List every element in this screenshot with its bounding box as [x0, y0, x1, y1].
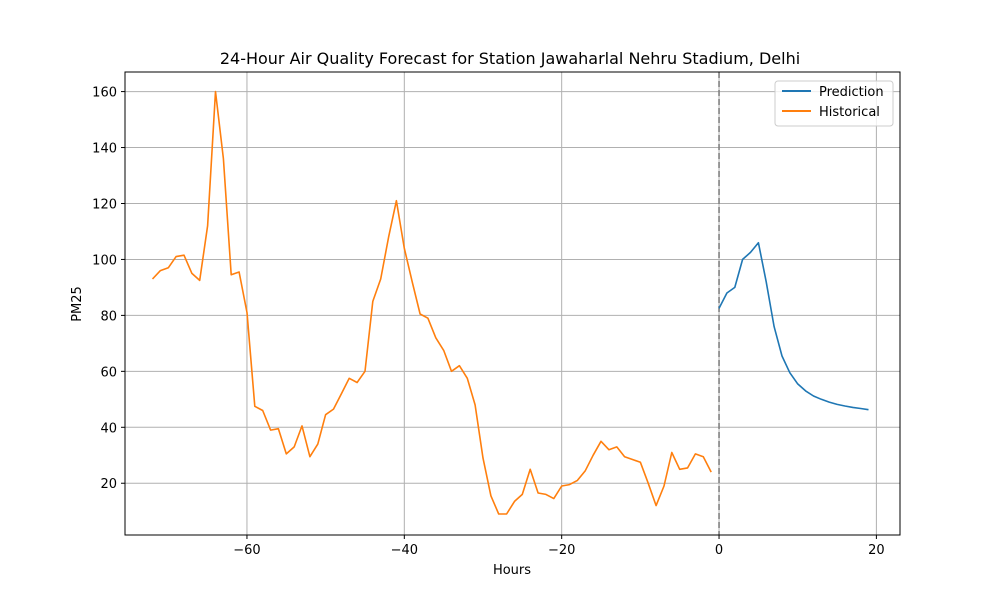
y-tick-label: 100 [92, 253, 117, 268]
x-tick-label: −40 [391, 543, 418, 558]
x-axis-ticks: −60 −40 −20 0 20 [233, 535, 885, 558]
x-tick-label: 0 [715, 543, 723, 558]
series-lines [151, 90, 869, 515]
plot-area-frame [124, 71, 901, 536]
y-tick-label: 120 [92, 197, 117, 212]
legend-label-prediction: Prediction [819, 85, 884, 100]
x-tick-label: −20 [548, 543, 575, 558]
y-tick-label: 20 [100, 477, 117, 492]
y-axis-ticks: 20 40 60 80 100 120 140 160 [92, 86, 125, 492]
series-line-prediction [718, 241, 869, 411]
x-tick-label: 20 [868, 543, 885, 558]
y-axis-label: PM25 [70, 286, 85, 322]
y-tick-label: 40 [100, 421, 117, 436]
gridlines [125, 72, 900, 535]
y-tick-label: 60 [100, 365, 117, 380]
chart-title: 24-Hour Air Quality Forecast for Station… [220, 49, 800, 68]
y-tick-label: 80 [100, 309, 117, 324]
x-axis-label: Hours [493, 563, 531, 578]
legend-box [774, 80, 894, 127]
y-tick-label: 140 [92, 142, 117, 157]
legend: Prediction Historical [774, 80, 894, 127]
series-line-historical [151, 90, 712, 515]
legend-label-historical: Historical [819, 105, 880, 120]
y-tick-label: 160 [92, 86, 117, 101]
x-tick-label: −60 [233, 543, 260, 558]
